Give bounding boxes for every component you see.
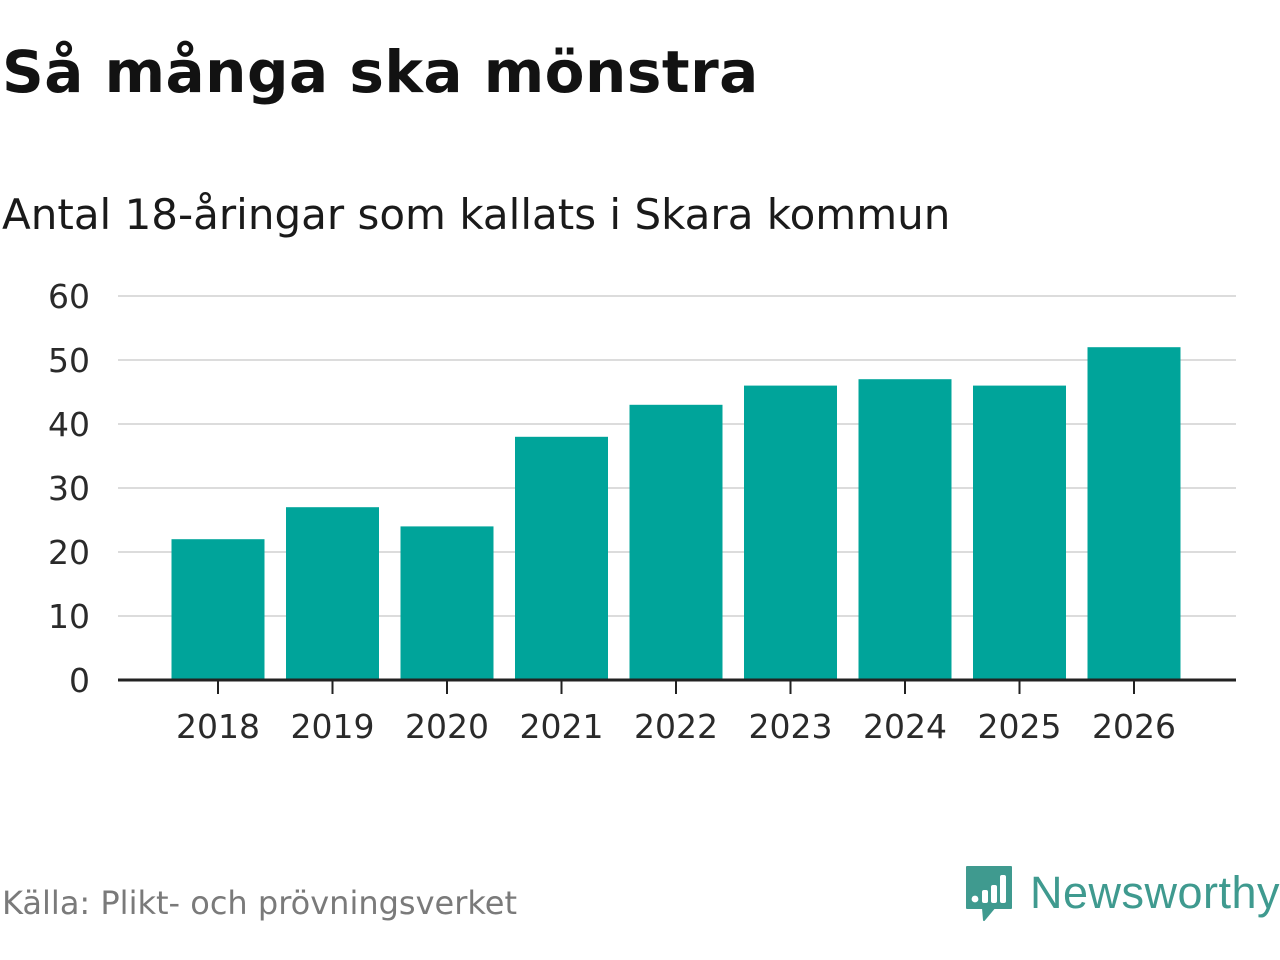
y-tick-label: 40 xyxy=(48,405,90,444)
bars xyxy=(171,347,1181,680)
newsworthy-logo-icon xyxy=(966,866,1012,921)
chart-title: Så många ska mönstra xyxy=(2,38,759,106)
chart-subtitle: Antal 18-åringar som kallats i Skara kom… xyxy=(2,190,951,239)
x-tick-label: 2018 xyxy=(176,707,260,746)
x-tick-label: 2023 xyxy=(749,707,833,746)
x-tick-label: 2021 xyxy=(520,707,604,746)
y-tick-label: 30 xyxy=(48,469,90,508)
x-tick-label: 2024 xyxy=(863,707,947,746)
brand-name: Newsworthy xyxy=(1030,867,1280,918)
x-tick-label: 2020 xyxy=(405,707,489,746)
bar-2023 xyxy=(744,385,837,680)
y-tick-label: 60 xyxy=(48,277,90,316)
y-tick-label: 50 xyxy=(48,341,90,380)
x-tick-label: 2022 xyxy=(634,707,718,746)
x-tick-label: 2026 xyxy=(1092,707,1176,746)
y-tick-labels: 0 10 20 30 40 50 60 xyxy=(48,277,90,700)
bar-2018 xyxy=(171,539,265,680)
x-tick-label: 2019 xyxy=(291,707,375,746)
x-tick-labels: 2018 2019 2020 2021 2022 2023 2024 2025 2026 xyxy=(176,707,1176,746)
bar-2022 xyxy=(629,404,723,680)
bar-2019 xyxy=(286,507,379,680)
bar-2026 xyxy=(1087,347,1181,680)
bar-2024 xyxy=(858,379,952,680)
brand-logo: Newsworthy xyxy=(964,864,1280,922)
y-tick-label: 20 xyxy=(48,533,90,572)
bar-2020 xyxy=(400,526,494,680)
y-tick-label: 10 xyxy=(48,597,90,636)
bar-2021 xyxy=(515,436,608,680)
x-tick-label: 2025 xyxy=(978,707,1062,746)
y-tick-label: 0 xyxy=(69,661,90,700)
axes xyxy=(118,678,1236,694)
source-note: Källa: Plikt- och prövningsverket xyxy=(2,884,517,922)
bar-2025 xyxy=(973,385,1066,680)
